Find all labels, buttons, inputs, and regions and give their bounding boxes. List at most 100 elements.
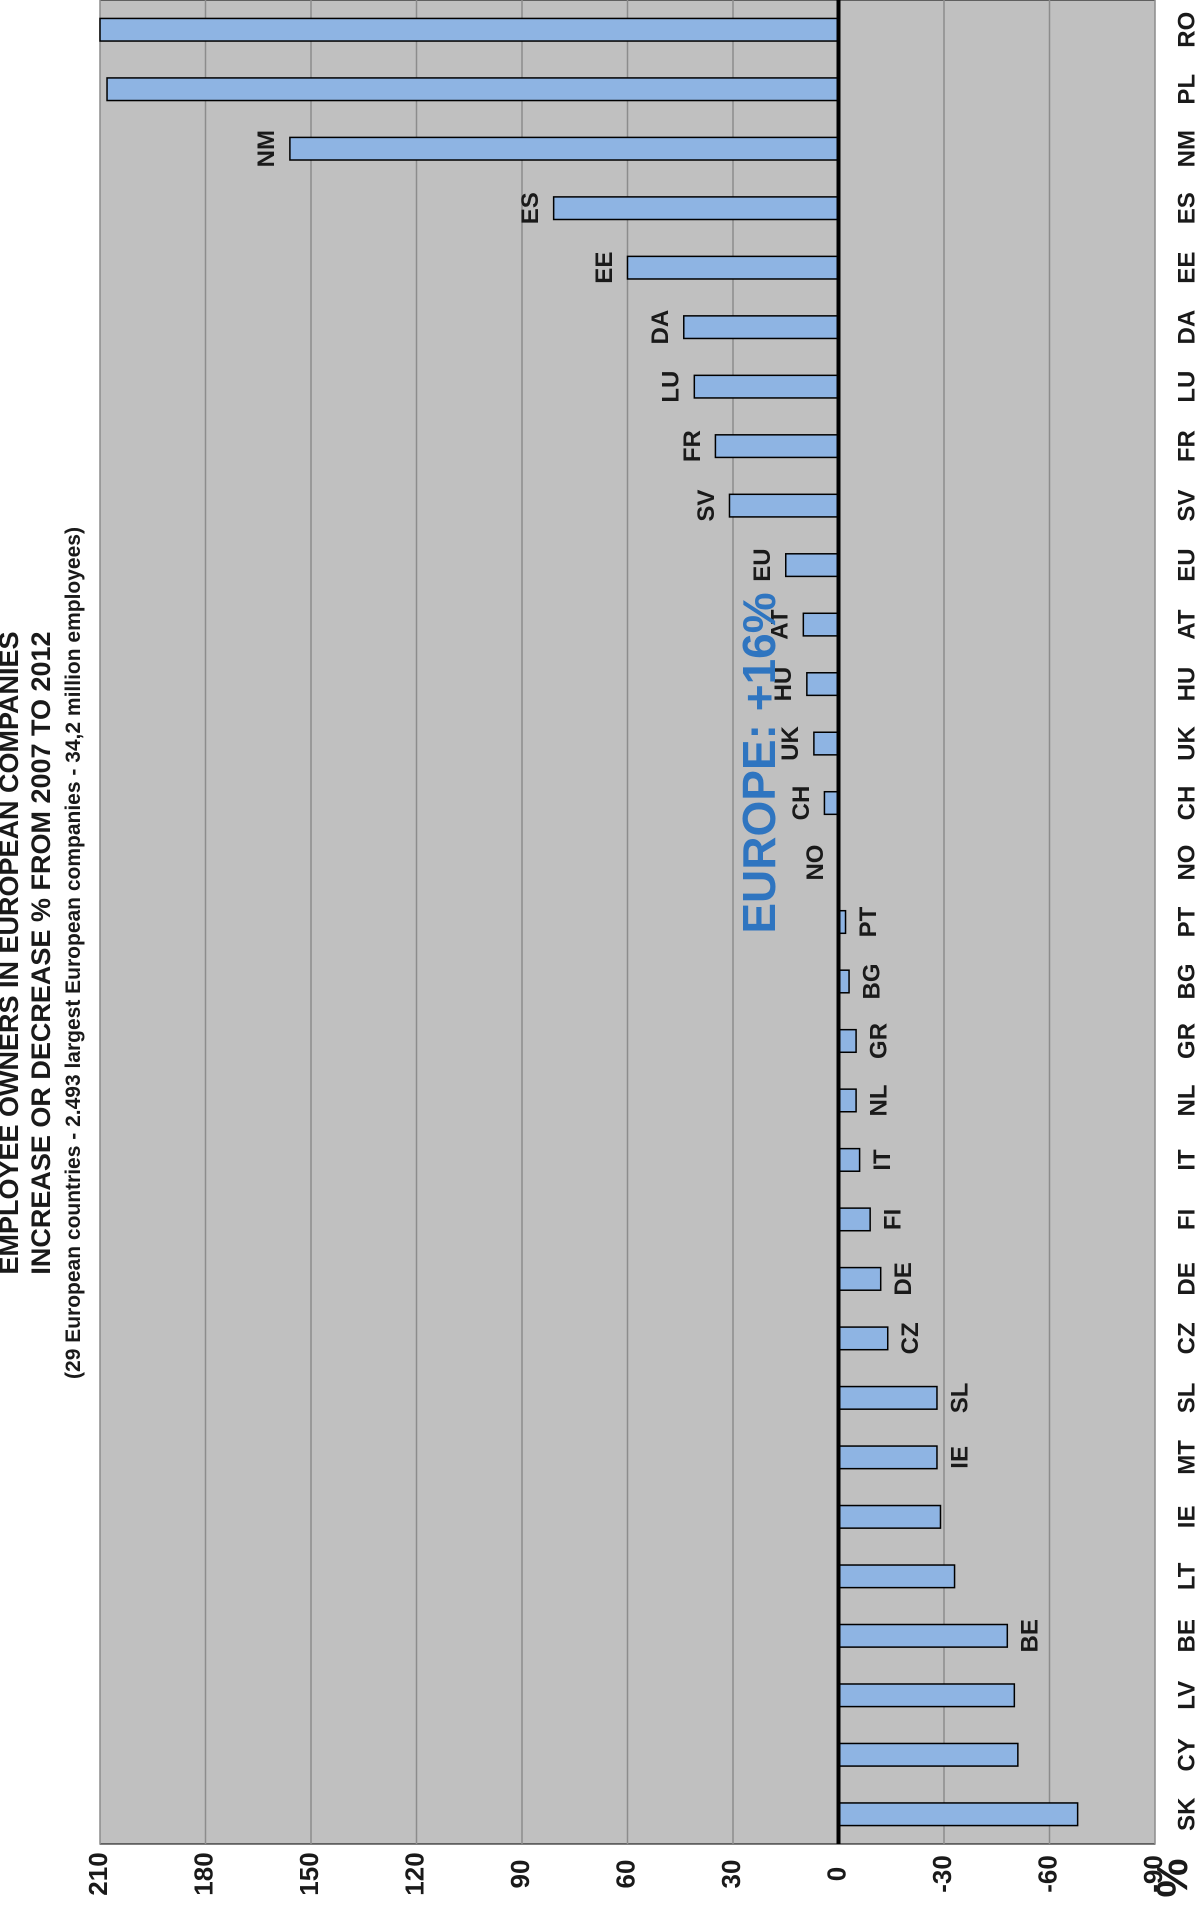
bar-label: UK bbox=[777, 726, 804, 761]
bar-mt bbox=[837, 1445, 938, 1470]
bar-label: AT bbox=[767, 609, 794, 640]
value-tick-label: 60 bbox=[610, 1860, 640, 1889]
europe-annotation: EUROPE: +16% bbox=[733, 592, 785, 933]
value-tick-label: -30 bbox=[927, 1855, 957, 1893]
bar-label: SL bbox=[946, 1383, 973, 1414]
category-label: CZ bbox=[1173, 1322, 1200, 1354]
bar-cz bbox=[837, 1326, 889, 1351]
value-tick-label: 180 bbox=[188, 1852, 218, 1895]
category-label: NM bbox=[1173, 130, 1200, 167]
bar-pl bbox=[106, 77, 840, 102]
category-label: LU bbox=[1173, 371, 1200, 403]
category-label: FI bbox=[1173, 1209, 1200, 1230]
axis-unit-label: % bbox=[1148, 1858, 1197, 1897]
category-label: PL bbox=[1173, 74, 1200, 105]
value-tick-label: -90 bbox=[1138, 1855, 1168, 1893]
bar-gr bbox=[837, 1028, 857, 1054]
value-tick-label: 0 bbox=[821, 1867, 851, 1881]
category-label: HU bbox=[1173, 667, 1200, 702]
bar-ee bbox=[626, 255, 840, 280]
bar-lv bbox=[837, 1683, 1016, 1708]
category-labels: RO PL NM ES EE DA LU FR SV EU AT HU UK CH NO PT BG GR NL IT… bbox=[1173, 12, 1200, 1831]
bar-eu bbox=[785, 553, 840, 578]
bar-label: IT bbox=[869, 1149, 896, 1171]
category-label: AT bbox=[1173, 609, 1200, 640]
bar-lt bbox=[837, 1564, 956, 1589]
value-tick-label: 150 bbox=[294, 1852, 324, 1895]
bar-label: FI bbox=[879, 1209, 906, 1230]
bar-ro bbox=[99, 17, 840, 42]
bar-cy bbox=[837, 1742, 1019, 1767]
value-tick-label: 120 bbox=[399, 1852, 429, 1895]
category-label: RO bbox=[1173, 12, 1200, 48]
category-label: DE bbox=[1173, 1262, 1200, 1295]
bar-sk bbox=[837, 1802, 1079, 1827]
bar-es bbox=[552, 196, 840, 221]
category-label: SV bbox=[1173, 490, 1200, 522]
chart-note: (29 European countries - 2.493 largest E… bbox=[62, 527, 85, 1379]
bar-label: PT bbox=[855, 906, 882, 937]
bar-uk bbox=[813, 731, 840, 756]
bar-fr bbox=[714, 434, 840, 459]
category-label: EE bbox=[1173, 252, 1200, 284]
bar-lu bbox=[693, 374, 840, 399]
bar-label: LU bbox=[658, 371, 685, 403]
category-label: SK bbox=[1173, 1797, 1200, 1831]
bar-de bbox=[837, 1266, 882, 1291]
category-label: NL bbox=[1173, 1084, 1200, 1116]
value-tick-labels: 210 180 150 120 90 60 30 0 -30 -60 -90 bbox=[83, 1852, 1168, 1895]
category-label: LT bbox=[1173, 1562, 1200, 1590]
category-label: IE bbox=[1173, 1505, 1200, 1528]
bar-label: FR bbox=[679, 430, 706, 462]
bar-label: EE bbox=[591, 252, 618, 284]
value-tick-label: 30 bbox=[716, 1860, 746, 1889]
chart-subtitle: INCREASE OR DECREASE % FROM 2007 TO 2012 bbox=[26, 631, 56, 1274]
bar-at bbox=[802, 612, 840, 637]
bar-label: DE bbox=[890, 1262, 917, 1295]
bar-sl bbox=[837, 1385, 938, 1410]
bar-label: HU bbox=[770, 667, 797, 702]
category-label: IT bbox=[1173, 1149, 1200, 1171]
bar-label: SV bbox=[693, 490, 720, 522]
category-label: NO bbox=[1173, 845, 1200, 881]
category-label: PT bbox=[1173, 906, 1200, 937]
bar-fi bbox=[837, 1207, 871, 1232]
category-label: LV bbox=[1173, 1681, 1200, 1710]
bar-sv bbox=[728, 493, 840, 518]
bar-be bbox=[837, 1623, 1009, 1648]
gridlines bbox=[99, 0, 1156, 1844]
category-label: FR bbox=[1173, 430, 1200, 462]
bar-label: NO bbox=[802, 845, 829, 881]
bar-label: CZ bbox=[897, 1322, 924, 1354]
bar-label: BG bbox=[858, 963, 885, 999]
bar-nm bbox=[289, 136, 840, 161]
category-label: BE bbox=[1173, 1619, 1200, 1652]
bars bbox=[99, 17, 1079, 1827]
bar-label: DA bbox=[647, 310, 674, 345]
bar-label: BE bbox=[1017, 1619, 1044, 1652]
value-tick-label: -60 bbox=[1032, 1855, 1062, 1893]
bar-ie bbox=[837, 1504, 942, 1529]
bar-label: GR bbox=[865, 1023, 892, 1059]
bar-label: ES bbox=[517, 192, 544, 224]
bar-label: EU bbox=[749, 548, 776, 581]
category-label: MT bbox=[1173, 1440, 1200, 1475]
bar-labels: NM ES EE DA LU FR SV EU AT HU UK CH NO PT BG GR NL IT FI DE… bbox=[253, 130, 1043, 1652]
category-label: DA bbox=[1173, 310, 1200, 345]
value-tick-label: 90 bbox=[505, 1860, 535, 1889]
category-label: GR bbox=[1173, 1023, 1200, 1059]
category-label: BG bbox=[1173, 963, 1200, 999]
category-label: UK bbox=[1173, 726, 1200, 761]
bar-ch bbox=[823, 790, 840, 816]
category-label: SL bbox=[1173, 1383, 1200, 1414]
bar-label: CH bbox=[788, 786, 815, 821]
category-label: EU bbox=[1173, 548, 1200, 581]
bar-da bbox=[683, 315, 840, 340]
bar-label: NL bbox=[865, 1084, 892, 1116]
bar-nl bbox=[837, 1088, 857, 1113]
bar-hu bbox=[806, 672, 840, 697]
bar-label: IE bbox=[946, 1446, 973, 1469]
category-label: CY bbox=[1173, 1738, 1200, 1771]
chart-title: EMPLOYEE OWNERS IN EUROPEAN COMPANIES bbox=[0, 631, 24, 1274]
